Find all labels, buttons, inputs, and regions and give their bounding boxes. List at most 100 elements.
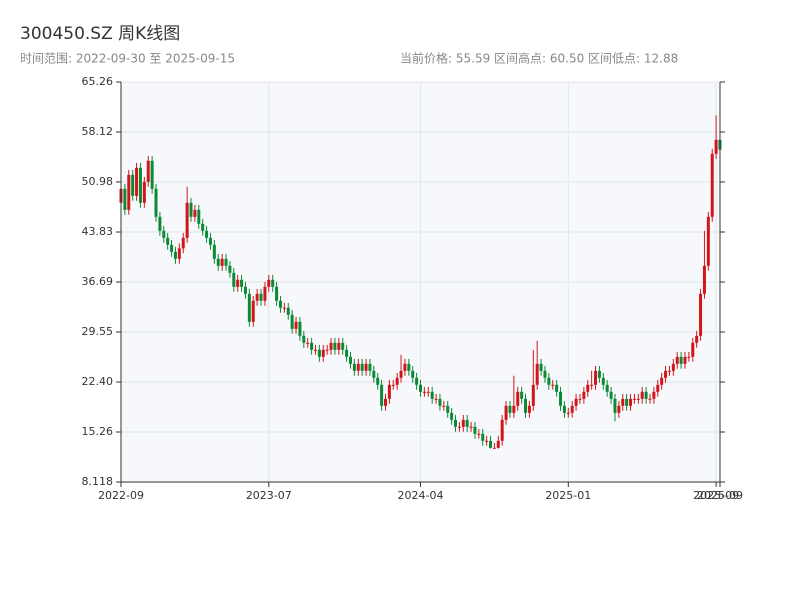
x-tick-label: 2025-01	[545, 489, 591, 502]
candle-body	[236, 279, 240, 287]
candle-body	[473, 426, 477, 434]
y-tick-label: 36.69	[82, 275, 114, 288]
candle-body	[691, 342, 695, 357]
candle-body	[224, 258, 228, 266]
candle-body	[422, 391, 426, 393]
candle-body	[185, 202, 189, 238]
candle-body	[286, 307, 290, 315]
candle-body	[290, 314, 294, 329]
candle-body	[395, 377, 399, 385]
candle-body	[543, 370, 547, 378]
candle-body	[341, 342, 345, 350]
candle-body	[142, 181, 146, 203]
candle-body	[399, 370, 403, 378]
candle-body	[158, 216, 162, 231]
candle-body	[232, 272, 236, 287]
candle-body	[582, 391, 586, 399]
candle-body	[387, 384, 391, 399]
candle-body	[329, 342, 333, 350]
candle-body	[228, 265, 232, 273]
candle-body	[609, 391, 613, 399]
y-tick-label: 29.55	[82, 325, 114, 338]
candle-body	[555, 384, 559, 392]
candle-body	[621, 398, 625, 406]
candle-body	[601, 377, 605, 385]
candle-body	[539, 363, 543, 371]
candle-body	[201, 223, 205, 231]
candle-body	[702, 265, 706, 294]
candle-body	[407, 363, 411, 371]
candle-body	[383, 398, 387, 406]
candle-body	[699, 293, 703, 336]
candle-body	[240, 279, 244, 287]
candle-body	[306, 342, 310, 344]
candle-body	[212, 244, 216, 259]
candle-body	[547, 377, 551, 385]
candle-body	[146, 160, 150, 182]
y-tick-label: 22.40	[82, 375, 114, 388]
candle-body	[243, 286, 247, 294]
x-tick-label: 2025-09	[697, 489, 743, 502]
y-tick-label: 58.12	[82, 125, 114, 138]
candle-body	[123, 188, 127, 210]
candle-body	[481, 433, 485, 441]
candle-body	[605, 384, 609, 392]
candle-body	[477, 433, 481, 435]
candle-body	[660, 377, 664, 385]
candle-body	[345, 349, 349, 357]
candle-body	[559, 391, 563, 406]
candle-body	[376, 377, 380, 385]
candle-body	[150, 160, 154, 189]
candle-body	[664, 370, 668, 378]
candle-body	[597, 370, 601, 378]
candle-body	[710, 153, 714, 217]
candle-body	[193, 209, 197, 217]
candle-body	[138, 167, 142, 203]
candle-body	[368, 363, 372, 371]
candle-body	[438, 398, 442, 406]
candle-body	[640, 391, 644, 399]
candle-body	[271, 279, 275, 287]
candle-body	[372, 370, 376, 378]
candle-body	[667, 370, 671, 372]
candle-body	[154, 188, 158, 217]
candle-body	[527, 405, 531, 413]
candle-body	[251, 300, 255, 322]
candle-body	[485, 440, 489, 442]
candle-body	[450, 412, 454, 420]
candle-body	[162, 230, 166, 238]
candle-body	[492, 447, 496, 449]
candle-body	[317, 349, 321, 357]
candle-body	[636, 398, 640, 400]
candle-body	[411, 370, 415, 378]
candle-body	[403, 363, 407, 371]
candle-body	[166, 237, 170, 245]
candle-body	[516, 391, 520, 406]
candle-body	[173, 251, 177, 259]
candle-body	[426, 391, 430, 393]
chart-title: 300450.SZ 周K线图	[20, 24, 180, 44]
candle-body	[177, 248, 181, 259]
candle-body	[656, 384, 660, 392]
x-tick-label: 2022-09	[98, 489, 144, 502]
candle-body	[512, 405, 516, 413]
candle-body	[500, 419, 504, 441]
candle-body	[457, 426, 461, 428]
candle-body	[181, 237, 185, 249]
candle-body	[333, 342, 337, 350]
candle-body	[356, 363, 360, 371]
candle-body	[489, 440, 493, 448]
stat-low: 区间低点: 12.88	[588, 52, 678, 66]
x-tick-label: 2025-09	[693, 489, 739, 502]
candle-body	[302, 335, 306, 343]
y-tick-label: 50.98	[82, 175, 114, 188]
candle-body	[629, 398, 633, 406]
candle-body	[348, 356, 352, 364]
candle-body	[683, 356, 687, 364]
candle-body	[247, 293, 251, 322]
candle-body	[632, 398, 636, 400]
candle-body	[520, 391, 524, 399]
candle-body	[566, 412, 570, 414]
y-tick-label: 15.26	[82, 425, 114, 438]
chart-subtitle: 时间范围: 2022-09-30 至 2025-09-15	[20, 52, 235, 66]
